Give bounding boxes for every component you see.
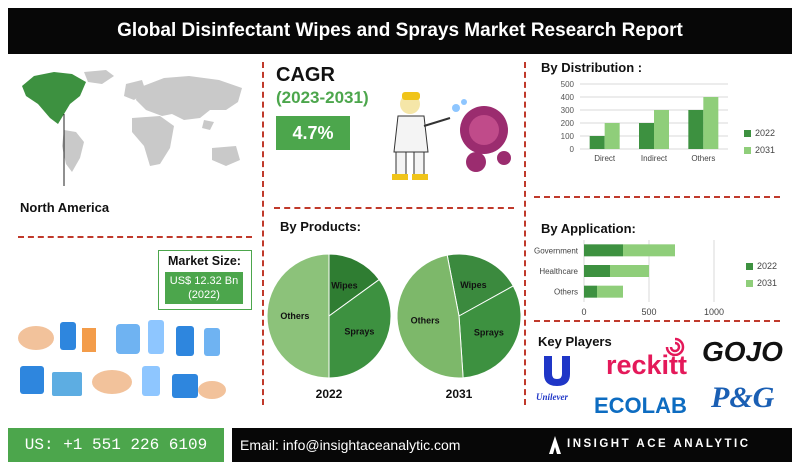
- x-tick-label: 0: [581, 307, 586, 317]
- pie-slice-others: [266, 253, 330, 379]
- pie-label: Others: [411, 315, 440, 325]
- bar-government-2022: [584, 244, 623, 257]
- legend-label: 2031: [757, 278, 777, 288]
- market-size-label: Market Size:: [168, 254, 241, 268]
- legend-label: 2022: [757, 261, 777, 271]
- legend-swatch: [744, 147, 751, 154]
- y-tick-label: 300: [561, 106, 575, 115]
- pie-label: Others: [280, 311, 309, 321]
- disinfecting-worker-illustration: [392, 92, 511, 180]
- pie-slice-wipes: [328, 253, 380, 317]
- divider-application: [534, 320, 780, 322]
- y-tick-label: Others: [554, 288, 578, 297]
- bar-indirect-2022: [639, 123, 654, 149]
- y-tick-label: 500: [561, 80, 575, 89]
- bar-others-2022: [688, 110, 704, 149]
- footer-bar: Email: info@insightaceanalytic.com INSIG…: [232, 428, 792, 462]
- pg-logo: P&G: [711, 381, 775, 414]
- bar-direct-2031: [604, 123, 620, 149]
- bar-healthcare-2022: [584, 265, 610, 277]
- reckitt-swirl-icon: [665, 337, 685, 356]
- divider-right: [524, 62, 526, 405]
- legend-swatch: [746, 280, 753, 287]
- pie-slice-sprays: [328, 278, 392, 379]
- unilever-logo: Unilever: [536, 392, 568, 402]
- cagr-label: CAGR: [276, 64, 335, 86]
- bar-others-2022: [584, 285, 597, 298]
- north-america-highlight: [22, 72, 86, 124]
- key-players-heading: Key Players: [538, 334, 612, 349]
- divider-cagr: [274, 207, 514, 209]
- pie-slice-wipes: [446, 253, 514, 317]
- ecolab-logo: ECOLAB: [594, 393, 687, 418]
- market-size-amount: US$ 12.32 Bn: [169, 275, 239, 287]
- distribution-heading: By Distribution :: [541, 60, 643, 75]
- distribution-bar-chart: 0 100 200 300 400 500 Direct Indirect Others 2022…: [561, 80, 775, 163]
- market-size-card: [158, 250, 252, 310]
- company-name: INSIGHT ACE ANALYTIC: [567, 438, 751, 450]
- y-tick-label: 0: [570, 145, 575, 154]
- bar-indirect-2031: [654, 110, 669, 149]
- footer-email[interactable]: Email: info@insightaceanalytic.com: [240, 437, 461, 453]
- insightace-logo-icon: [549, 436, 561, 454]
- y-tick-label: 100: [561, 132, 575, 141]
- y-tick-label: 400: [561, 93, 575, 102]
- x-tick-label: Others: [691, 154, 715, 163]
- pie-year-label: 2031: [446, 387, 473, 401]
- footer-phone[interactable]: US: +1 551 226 6109: [8, 428, 224, 462]
- x-tick-label: 1000: [704, 307, 724, 317]
- application-bar-chart: 0 500 1000 Government Healthcare Others 2022 20…: [534, 240, 777, 317]
- bar-direct-2022: [589, 136, 605, 149]
- legend-swatch: [744, 130, 751, 137]
- pie-slice-others: [396, 254, 464, 379]
- products-pie-charts: Wipes Sprays Others 2022 Wipes Sprays Others 20…: [266, 253, 522, 401]
- divider-distribution: [534, 196, 780, 198]
- bar-others-2031: [703, 97, 719, 149]
- x-tick-label: 500: [641, 307, 656, 317]
- world-map: [22, 70, 242, 186]
- pie-label: Sprays: [344, 326, 374, 336]
- application-heading: By Application:: [541, 221, 636, 236]
- divider-left: [262, 62, 264, 405]
- bar-government-2031: [623, 244, 675, 257]
- bar-others-2031: [597, 285, 623, 298]
- legend-label: 2022: [755, 128, 775, 138]
- products-heading: By Products:: [280, 219, 361, 234]
- pie-label: Wipes: [331, 281, 357, 291]
- unilever-logo-icon: [544, 356, 570, 386]
- market-size-year: (2022): [188, 289, 220, 301]
- pie-label: Wipes: [460, 280, 486, 290]
- y-tick-label: Government: [534, 246, 579, 255]
- cleaning-products-illustration: [18, 320, 226, 399]
- region-label: North America: [20, 200, 110, 215]
- divider-map: [18, 236, 252, 238]
- x-tick-label: Direct: [594, 154, 616, 163]
- x-tick-label: Indirect: [641, 154, 668, 163]
- bar-healthcare-2031: [610, 265, 649, 277]
- market-size-value: US$ 12.32 Bn (2022): [165, 272, 243, 304]
- pie-slice-sprays: [458, 285, 522, 379]
- legend-label: 2031: [755, 145, 775, 155]
- pie-label: Sprays: [474, 327, 504, 337]
- y-tick-label: Healthcare: [539, 267, 578, 276]
- page-title: Global Disinfectant Wipes and Sprays Mar…: [8, 8, 792, 54]
- cagr-years: (2023-2031): [276, 88, 369, 107]
- gojo-logo: GOJO: [702, 336, 783, 367]
- pie-year-label: 2022: [316, 387, 343, 401]
- y-tick-label: 200: [561, 119, 575, 128]
- legend-swatch: [746, 263, 753, 270]
- cagr-value: 4.7%: [276, 116, 350, 150]
